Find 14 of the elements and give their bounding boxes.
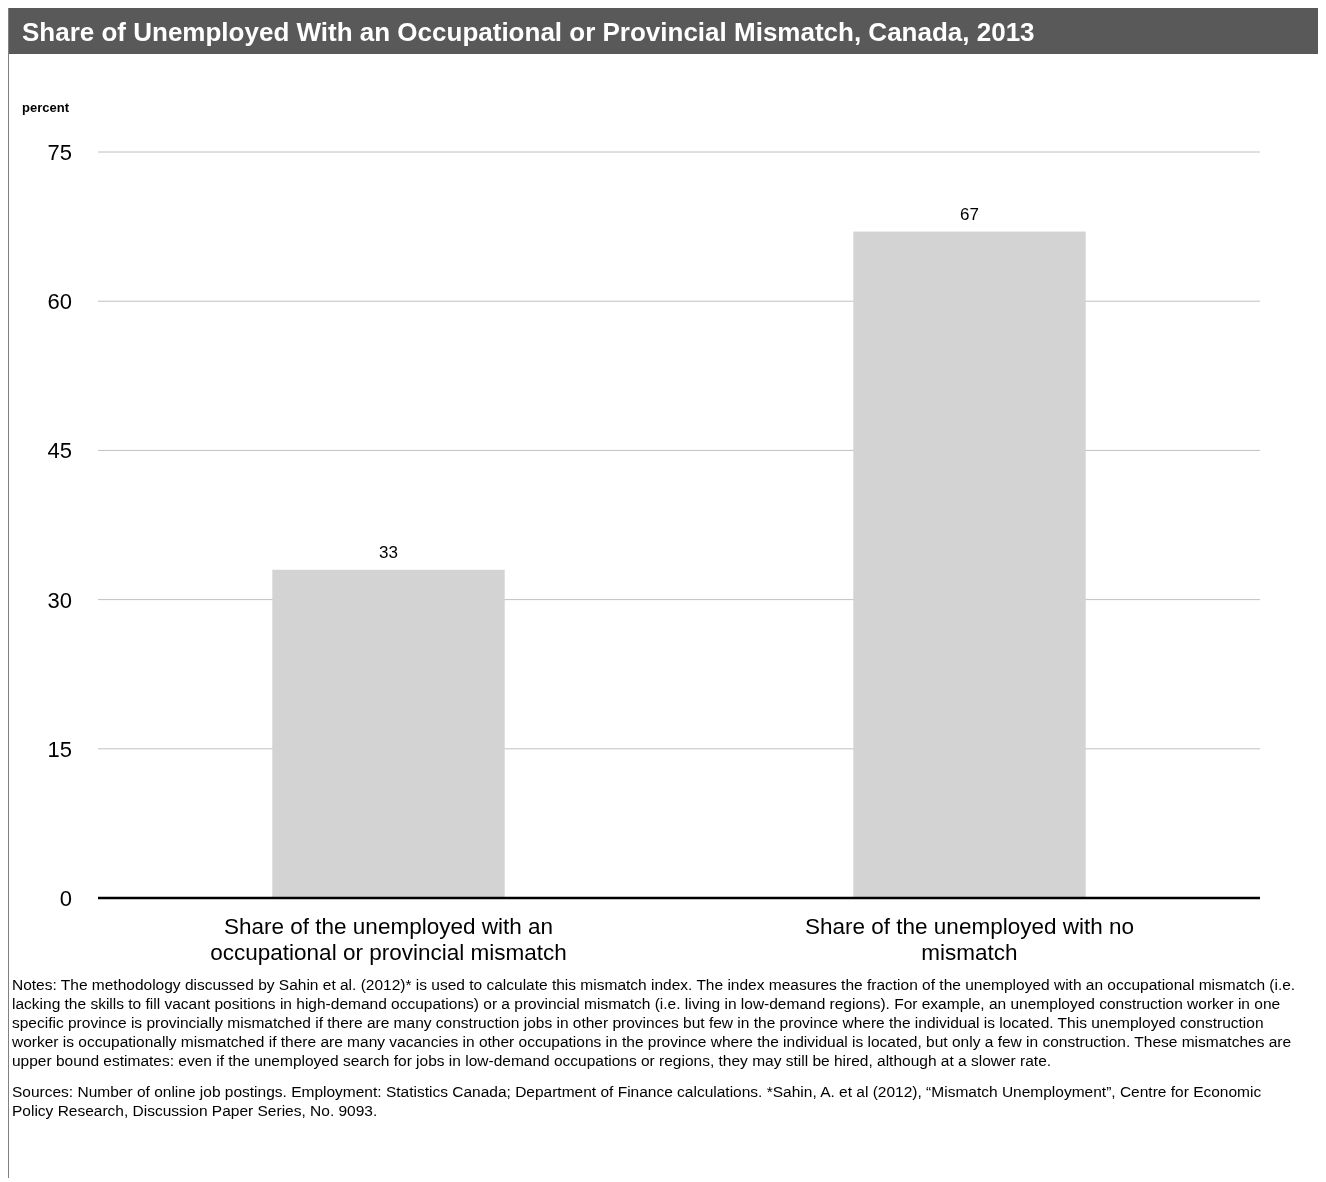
y-tick-label: 75 (47, 140, 72, 165)
text: Notes: The methodology discussed by Sahin et al. (2012)* is used to calculate this mismatch index. The index measures the fraction of the unemployed with an occupational mismatch (i.e. lacking the skills to fill vacant positions in high-demand occupations) or a provincial mismatch (i.e. living in low-demand regions). For example, an unemployed construction worker in one specific province is provincially mismatched if there are many construction jobs in other provinces but few in the province where the individual is located. This unemployed construction worker is occupationally mismatched if there are many vacancies in other occupations in the province where the individual is located, but only a few in construction. These mismatches are upper bound estimates: even if the unemployed search for jobs in low-demand occupations or regions, they may still be hired, although at a slower rate. (11, 976, 1296, 1069)
x-tick-label: Share of the unemployed with no mismatch (805, 914, 1134, 965)
y-tick-label: 30 (47, 587, 72, 613)
y-tick-label: 15 (47, 736, 72, 762)
source-note: Sources: Number of online job postings. Employment: Statistics Canada; Department of Finance calculations. *Sahin, A. et al (2012), “Mismatch Unemployment”, Centre for Economic Policy Research, Discussion Paper Series, No. 9093. (12, 1083, 1262, 1119)
y-axis-title: percent (22, 100, 70, 115)
y-tick-label: 60 (47, 289, 72, 315)
y-tick-label: 0 (59, 886, 72, 911)
data-label: 67 (960, 204, 979, 224)
chart-title: Share of Unemployed With an Occupational or Provincial Mismatch, Canada, 2013 (22, 17, 1035, 47)
data-label: 33 (379, 542, 398, 562)
y-tick-label: 45 (47, 438, 72, 464)
x-tick-label: Share of the unemployed with an occupational or provincial mismatch (210, 914, 567, 965)
